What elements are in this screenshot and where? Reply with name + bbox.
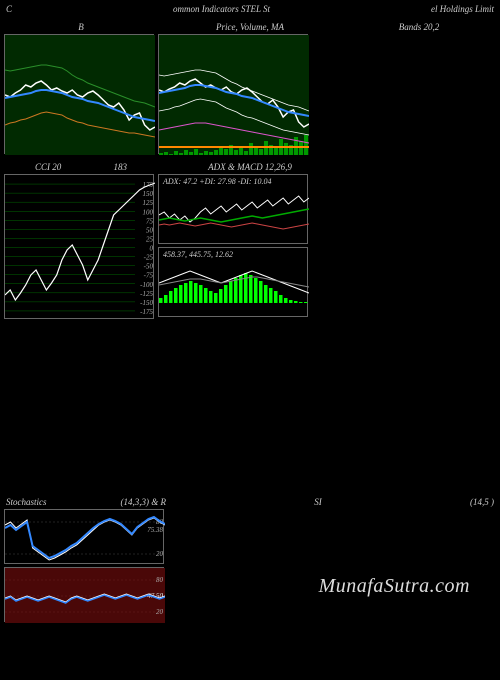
svg-text:-150: -150 (140, 299, 153, 307)
svg-text:-25: -25 (144, 254, 154, 262)
adx-macd-container: ADX: 47.2 +DI: 27.98 -DI: 10.04 458.37, … (158, 174, 308, 319)
spacer (0, 323, 500, 493)
svg-text:-50: -50 (144, 263, 154, 271)
header-center: ommon Indicators STEL St (173, 4, 270, 14)
row3-title-center: SI (314, 497, 322, 507)
row2-title-left: CCI 20 183 (6, 162, 156, 172)
svg-text:20: 20 (156, 550, 164, 558)
macd-label: 458.37, 445.75, 12.62 (163, 250, 233, 259)
adx-panel: ADX: 47.2 +DI: 27.98 -DI: 10.04 (158, 174, 308, 244)
watermark: MunafaSutra.com (319, 575, 470, 598)
price-volume-panel (158, 34, 308, 154)
svg-text:0: 0 (150, 245, 154, 253)
page-header: C ommon Indicators STEL St el Holdings L… (0, 0, 500, 16)
bollinger-panel (4, 34, 154, 154)
row1-title-center: Price, Volume, MA (175, 22, 325, 32)
cci-panel: 1751501251007550250-25-50-75-100-125-150… (4, 174, 154, 319)
svg-text:75.38: 75.38 (147, 526, 163, 534)
row2-title-center: ADX & MACD 12,26,9 (175, 162, 325, 172)
rsi-panel: 80502047.50 (4, 567, 164, 622)
svg-text:100: 100 (143, 208, 154, 216)
header-left: C (6, 4, 12, 14)
header-right: el Holdings Limit (431, 4, 494, 14)
svg-text:75: 75 (146, 217, 154, 225)
row3-title-right: (14,5 ) (470, 497, 494, 507)
row1-title-right: Bands 20,2 (344, 22, 494, 32)
macd-panel: 458.37, 445.75, 12.62 (158, 247, 308, 317)
svg-text:50: 50 (146, 226, 154, 234)
svg-text:-175: -175 (140, 308, 153, 316)
row2-panels: 1751501251007550250-25-50-75-100-125-150… (0, 174, 500, 319)
adx-label: ADX: 47.2 +DI: 27.98 -DI: 10.04 (163, 177, 272, 186)
row1-title-left: B (6, 22, 156, 32)
row3-title-left: Stochastics (14,3,3) & R (6, 497, 166, 507)
stochastic-panel: 802075.38 (4, 509, 164, 564)
svg-text:80: 80 (156, 576, 164, 584)
row3-titles: Stochastics (14,3,3) & R SI (14,5 ) (0, 493, 500, 509)
row2-titles: CCI 20 183 ADX & MACD 12,26,9 (0, 158, 500, 174)
svg-text:-75: -75 (144, 272, 154, 280)
row3-panels: 80 20 75.38 80502047.50 (0, 509, 500, 622)
price-chart-center (159, 35, 309, 155)
row1-titles: B Price, Volume, MA Bands 20,2 (0, 16, 500, 34)
svg-text:125: 125 (143, 199, 154, 207)
svg-text:-125: -125 (140, 290, 153, 298)
cci-chart: 1751501251007550250-25-50-75-100-125-150… (5, 175, 155, 320)
rsi-chart: 80502047.50 (5, 568, 165, 623)
svg-text:150: 150 (143, 190, 154, 198)
stochastic-chart: 802075.38 (5, 510, 165, 565)
row1-panels (0, 34, 500, 154)
svg-text:-100: -100 (140, 281, 153, 289)
svg-text:20: 20 (156, 608, 164, 616)
price-chart-left (5, 35, 155, 155)
svg-text:25: 25 (146, 235, 154, 243)
